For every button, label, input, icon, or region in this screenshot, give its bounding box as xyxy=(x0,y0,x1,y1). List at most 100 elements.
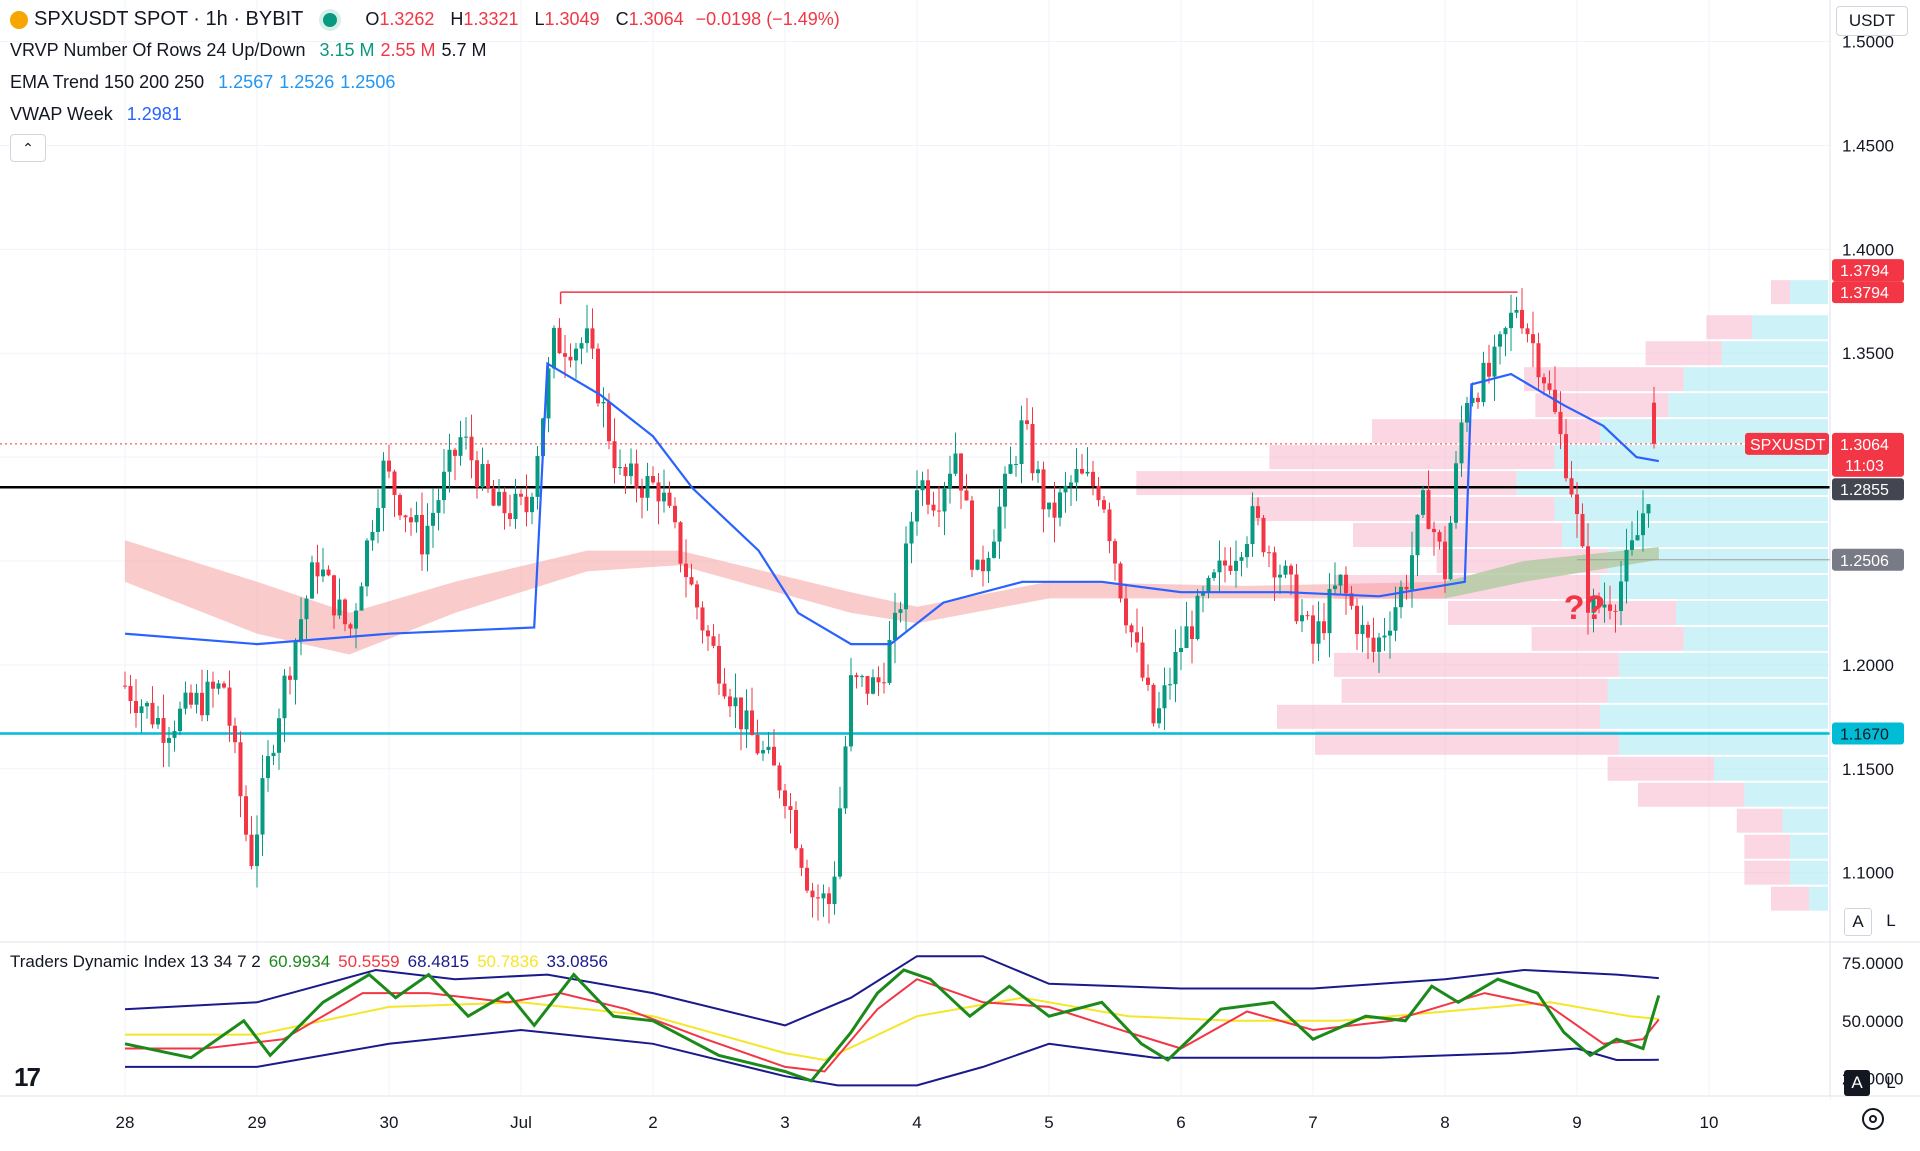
candle-body-up xyxy=(662,492,666,502)
vwap-line xyxy=(124,361,1659,646)
last-price-tag-bg xyxy=(1832,432,1904,477)
candle-body-down xyxy=(810,890,815,898)
volume-profile-up-bar xyxy=(1562,523,1828,548)
candle-body-up xyxy=(1250,506,1255,545)
candle-body-down xyxy=(926,480,930,505)
price-axis-label: 1.2000 xyxy=(1842,656,1894,675)
candle-body-down xyxy=(1080,468,1084,474)
price-axis-label: 1.3500 xyxy=(1842,344,1894,363)
candle-body-down xyxy=(189,692,193,705)
tradingview-logo-icon[interactable]: 17 xyxy=(14,1062,41,1092)
candle-body-up xyxy=(1206,577,1211,594)
candle-body-up xyxy=(299,619,303,641)
candle-body-down xyxy=(607,401,611,442)
candle-body-up xyxy=(337,599,342,616)
time-axis-label: 3 xyxy=(780,1113,789,1132)
candle-body-up xyxy=(1465,402,1469,423)
tdi-rsi-price-line xyxy=(124,968,1661,1083)
log-scale-button-lower[interactable]: L xyxy=(1886,1073,1896,1092)
candle-body-up xyxy=(618,467,622,469)
candle-body-down xyxy=(711,636,716,646)
price-tag-high-1-bg xyxy=(1832,259,1904,282)
log-scale-button[interactable]: L xyxy=(1886,911,1896,930)
price-change: −0.0198 (−1.49%) xyxy=(695,9,840,29)
symbol-title[interactable]: SPXUSDT SPOT · 1h · BYBIT xyxy=(34,8,304,30)
ohlc-low: L1.3049 xyxy=(534,9,600,29)
tdi-legend[interactable]: Traders Dynamic Index 13 34 7 2 60.9934 … xyxy=(10,952,608,972)
volume-profile-up-bar xyxy=(1683,626,1828,651)
candle-body-up xyxy=(1619,581,1623,612)
ema-legend[interactable]: EMA Trend 150 200 250 1.2567 1.2526 1.25… xyxy=(10,72,395,93)
candle-body-up xyxy=(145,702,149,707)
candle-body-up xyxy=(1008,464,1013,474)
vwap-legend[interactable]: VWAP Week 1.2981 xyxy=(10,104,182,125)
candle-body-down xyxy=(486,464,490,488)
candle-body-down xyxy=(1536,343,1541,378)
candle-body-down xyxy=(1107,509,1112,542)
candle-body-up xyxy=(579,343,584,349)
volume-profile-up-bar xyxy=(1600,574,1828,599)
candle-body-up xyxy=(260,778,265,835)
candle-body-down xyxy=(1151,684,1156,724)
candle-body-down xyxy=(1443,541,1447,580)
vrvp-legend[interactable]: VRVP Number Of Rows 24 Up/Down 3.15 M 2.… xyxy=(10,40,487,61)
candle-body-down xyxy=(1052,502,1057,518)
candle-body-up xyxy=(887,640,892,683)
candle-body-up xyxy=(354,610,358,629)
candle-body-down xyxy=(519,493,523,497)
candle-body-up xyxy=(139,706,144,713)
time-axis-label: 7 xyxy=(1308,1113,1317,1132)
candle-body-down xyxy=(1404,586,1409,590)
candle-body-up xyxy=(832,876,837,904)
candle-body-up xyxy=(1234,560,1238,571)
price-tag-high-2-bg xyxy=(1832,281,1904,304)
time-axis-label: 28 xyxy=(116,1113,135,1132)
candle-body-down xyxy=(1091,471,1095,486)
price-axis-label: 1.5000 xyxy=(1842,33,1894,52)
auto-scale-button[interactable]: A xyxy=(1844,908,1872,936)
candle-body-up xyxy=(359,586,364,611)
candle-body-down xyxy=(1289,565,1293,575)
candle-body-down xyxy=(706,630,710,637)
price-axis-label: 1.4000 xyxy=(1842,240,1894,259)
price-axis-label: 1.4500 xyxy=(1842,136,1894,155)
time-axis-label: 5 xyxy=(1044,1113,1053,1132)
currency-selector[interactable]: USDT xyxy=(1836,6,1908,36)
candle-body-up xyxy=(1481,362,1486,403)
candle-body-down xyxy=(755,734,760,754)
candle-body-down xyxy=(596,348,600,404)
candle-body-down xyxy=(937,510,941,512)
settings-icon[interactable] xyxy=(1862,1108,1884,1130)
market-status-icon[interactable] xyxy=(323,12,338,27)
auto-scale-button-lower[interactable]: A xyxy=(1844,1070,1870,1096)
candle-body-up xyxy=(920,480,925,491)
candle-body-down xyxy=(1311,615,1315,644)
ema-150-value: 1.2567 xyxy=(218,72,274,92)
candle-body-down xyxy=(1426,490,1431,529)
candle-body-down xyxy=(1096,485,1101,501)
candle-body-up xyxy=(909,521,914,544)
candle-body-up xyxy=(1448,522,1453,580)
candle-body-down xyxy=(420,514,424,555)
ema-price-tag: 1.2506 xyxy=(1840,553,1889,570)
candle-body-up xyxy=(365,540,369,587)
vwap-value: 1.2981 xyxy=(126,104,182,124)
volume-profile-up-bar xyxy=(1683,367,1828,392)
volume-profile-up-bar xyxy=(1516,471,1828,496)
candle-body-up xyxy=(1509,312,1513,329)
candle-body-down xyxy=(876,677,881,683)
candle-body-up xyxy=(1245,544,1249,558)
candle-body-down xyxy=(508,513,512,520)
collapse-legend-button[interactable]: ⌃ xyxy=(10,134,46,162)
candle-body-up xyxy=(1635,535,1640,541)
volume-profile-down-bar xyxy=(1372,419,1600,444)
candle-body-up xyxy=(442,471,446,501)
candle-body-down xyxy=(799,848,804,868)
candle-body-down xyxy=(1558,411,1563,435)
volume-profile-up-bar xyxy=(1607,678,1828,703)
candle-body-up xyxy=(860,676,864,678)
tdi-axis-label: 75.0000 xyxy=(1842,954,1903,973)
volume-profile-down-bar xyxy=(1744,834,1790,859)
candle-body-up xyxy=(1184,626,1189,648)
